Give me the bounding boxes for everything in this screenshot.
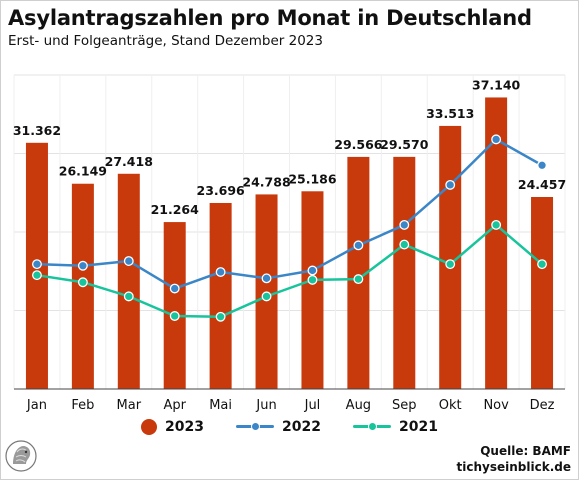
point-2022	[307, 265, 318, 276]
data-label: 31.362	[13, 123, 61, 138]
data-label: 24.457	[518, 177, 566, 192]
bar-2023	[485, 97, 508, 390]
point-2022	[399, 219, 410, 230]
point-2021	[32, 270, 42, 281]
point-2021	[445, 259, 456, 270]
legend-swatch-2022	[236, 419, 275, 435]
series-line-2021	[35, 223, 544, 319]
x-tick-label: Mai	[209, 398, 232, 413]
point-2022	[261, 273, 272, 284]
point-2021	[77, 277, 88, 288]
logo-icon	[5, 440, 37, 472]
point-2021	[123, 291, 134, 302]
bar-2023	[531, 197, 554, 389]
x-tick-label: Okt	[439, 398, 462, 413]
point-2021	[537, 259, 547, 270]
bar-2023	[439, 125, 462, 390]
point-2021	[261, 291, 272, 302]
legend-item-2023: 2023	[141, 419, 204, 435]
x-tick-label: Jan	[26, 398, 47, 413]
legend-label-2023: 2023	[165, 419, 205, 435]
x-tick-label: Aug	[346, 398, 371, 413]
point-2022	[353, 240, 364, 251]
point-2021	[169, 311, 180, 321]
legend-swatch-2023	[141, 419, 158, 435]
legend-item-2021: 2021	[352, 419, 438, 435]
data-label: 33.513	[426, 106, 474, 121]
x-tick-label: Jun	[255, 398, 276, 413]
point-2022	[445, 179, 456, 190]
data-label: 26.149	[59, 164, 107, 179]
chart-source: Quelle: BAMF tichyseinblick.de	[457, 443, 571, 475]
point-2022	[537, 160, 547, 171]
chart-subtitle: Erst- und Folgeanträge, Stand Dezember 2…	[8, 33, 323, 49]
data-label: 25.186	[288, 171, 337, 186]
point-2021	[399, 239, 410, 250]
point-2022	[215, 267, 226, 277]
data-label: 27.418	[105, 154, 153, 169]
bar-2023	[117, 173, 140, 389]
point-2022	[123, 256, 134, 266]
point-2022	[32, 259, 42, 270]
x-tick-label: Nov	[483, 398, 509, 413]
point-2021	[491, 219, 502, 230]
data-label: 24.788	[242, 174, 290, 189]
point-2021	[307, 274, 318, 285]
legend-label-2022: 2022	[282, 419, 321, 435]
x-tick-label: Feb	[71, 398, 94, 413]
legend-swatch-2021	[352, 419, 391, 435]
x-tick-label: Dez	[530, 398, 555, 413]
x-tick-label: Mar	[117, 398, 142, 413]
chart-title: Asylantragszahlen pro Monat in Deutschla…	[8, 6, 532, 30]
publisher-line: tichyseinblick.de	[456, 460, 571, 474]
bar-2023	[209, 202, 232, 389]
data-label: 29.570	[380, 137, 429, 152]
point-2021	[215, 311, 226, 322]
bar-2023	[393, 156, 416, 389]
source-line: Quelle: BAMF	[480, 444, 571, 458]
point-2022	[169, 283, 180, 294]
data-label: 21.264	[151, 202, 200, 217]
point-2021	[353, 274, 364, 285]
series-line-2022	[35, 138, 544, 290]
legend-label-2021: 2021	[398, 419, 438, 435]
bar-2023	[347, 156, 370, 389]
point-2022	[491, 134, 502, 145]
chart-legend: 2023 2022 2021	[0, 419, 579, 435]
point-2022	[77, 260, 88, 271]
legend-item-2022: 2022	[236, 419, 321, 435]
bar-2023	[163, 222, 186, 389]
x-tick-label: Sep	[392, 398, 417, 413]
bar-2023	[301, 191, 324, 389]
x-tick-label: Jul	[304, 398, 321, 413]
x-tick-label: Apr	[163, 398, 186, 413]
data-label: 37.140	[472, 77, 521, 92]
data-label: 29.566	[334, 137, 383, 152]
data-label: 23.696	[197, 183, 246, 198]
